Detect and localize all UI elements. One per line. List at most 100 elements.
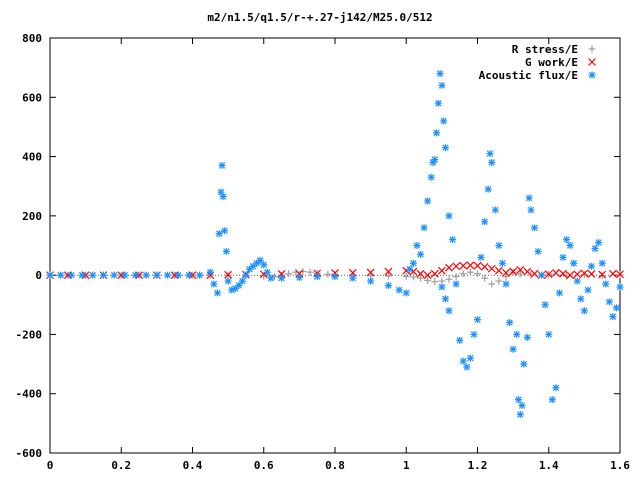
marker-stroke	[492, 206, 499, 214]
data-point	[221, 227, 229, 235]
data-point	[495, 242, 503, 249]
data-point	[563, 236, 571, 244]
data-point	[456, 336, 464, 344]
data-point	[502, 273, 510, 281]
data-point	[488, 280, 496, 288]
data-point	[438, 283, 446, 291]
marker-stroke	[487, 264, 496, 273]
data-point	[295, 274, 303, 282]
marker-stroke	[331, 269, 339, 277]
marker-stroke	[516, 265, 525, 274]
data-point	[153, 271, 161, 279]
x-tick-label: 0.2	[111, 459, 131, 472]
marker-stroke	[384, 267, 393, 276]
y-tick-label: 600	[22, 91, 42, 104]
marker-stroke	[442, 144, 449, 151]
data-point	[416, 269, 425, 278]
data-point	[445, 212, 453, 220]
marker-stroke	[584, 286, 592, 294]
data-point	[514, 396, 522, 404]
data-point	[452, 273, 460, 281]
marker-stroke	[580, 269, 589, 278]
marker-stroke	[121, 271, 129, 279]
data-point	[441, 295, 449, 303]
data-point	[384, 272, 392, 280]
marker-stroke	[477, 254, 485, 261]
data-point	[520, 360, 528, 368]
marker-stroke	[494, 266, 503, 275]
data-point	[552, 384, 560, 392]
y-tick-label: -400	[16, 388, 43, 401]
marker-stroke	[436, 70, 444, 77]
data-point	[534, 247, 542, 255]
data-point	[417, 250, 424, 258]
data-point	[196, 271, 204, 279]
marker-stroke	[517, 411, 524, 418]
data-point	[566, 242, 574, 249]
data-point	[413, 242, 421, 249]
data-point	[417, 274, 424, 282]
data-point	[466, 268, 474, 276]
marker-stroke	[524, 334, 531, 341]
marker-stroke	[598, 260, 606, 267]
data-point	[452, 280, 460, 288]
marker-stroke	[587, 270, 596, 278]
data-point	[256, 256, 264, 264]
data-point	[474, 316, 481, 324]
marker-stroke	[431, 156, 438, 163]
data-point	[267, 274, 275, 282]
x-tick-label: 0.6	[254, 459, 274, 472]
data-point	[609, 313, 617, 321]
marker-stroke	[142, 271, 150, 279]
data-point	[616, 270, 624, 279]
marker-stroke	[175, 271, 182, 279]
data-point	[551, 268, 560, 277]
data-point	[67, 271, 75, 279]
marker-stroke	[416, 269, 425, 278]
data-point	[142, 271, 150, 279]
data-point	[436, 70, 444, 78]
marker-stroke	[520, 360, 528, 368]
marker-stroke	[538, 271, 545, 279]
data-point	[174, 271, 182, 279]
data-point	[331, 269, 339, 277]
x-tick-label: 1.2	[468, 459, 488, 472]
marker-stroke	[117, 271, 126, 280]
data-point	[430, 269, 439, 278]
marker-stroke	[552, 384, 560, 392]
marker-stroke	[423, 271, 432, 280]
marker-stroke	[588, 71, 596, 79]
data-point	[509, 267, 518, 276]
marker-stroke	[331, 273, 339, 280]
marker-stroke	[616, 270, 624, 279]
marker-stroke	[68, 271, 75, 279]
marker-stroke	[413, 242, 421, 249]
data-point	[573, 270, 582, 279]
marker-stroke	[591, 245, 599, 252]
marker-stroke	[449, 236, 456, 243]
data-point	[559, 253, 567, 261]
y-tick-label: 800	[22, 32, 42, 45]
marker-stroke	[440, 117, 447, 125]
data-point	[470, 330, 478, 338]
data-point	[466, 354, 474, 362]
data-point	[188, 271, 197, 280]
series-layer	[46, 70, 624, 418]
y-tick-label: 400	[22, 151, 42, 164]
data-point	[434, 99, 442, 107]
data-point	[484, 185, 492, 193]
data-point	[498, 259, 506, 267]
marker-stroke	[523, 267, 532, 276]
marker-stroke	[480, 262, 489, 271]
marker-stroke	[433, 129, 440, 137]
x-tick-label: 1.4	[539, 459, 559, 472]
marker-stroke	[566, 271, 575, 280]
marker-stroke	[403, 289, 410, 297]
data-point	[495, 277, 503, 285]
marker-stroke	[473, 261, 482, 270]
data-point	[210, 280, 218, 288]
data-point	[235, 282, 243, 290]
legend-label: G work/E	[525, 56, 578, 69]
data-point	[215, 230, 223, 238]
